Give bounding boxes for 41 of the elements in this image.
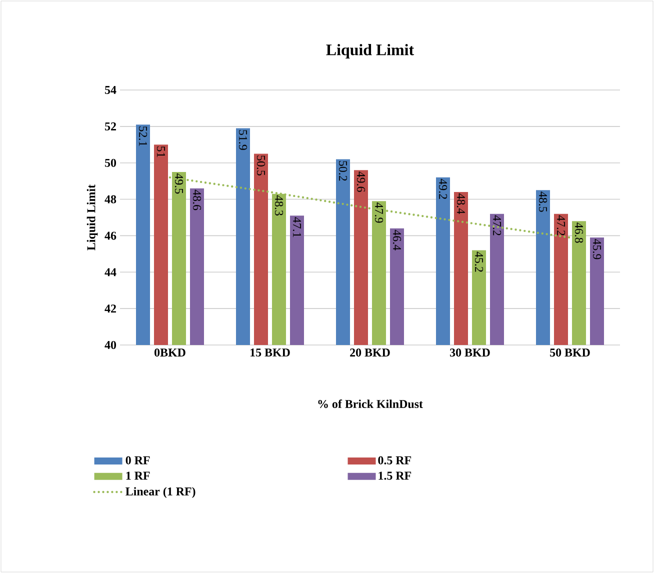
y-tick-label: 52 [105,122,116,130]
legend-label: 0 RF [126,456,150,464]
data-label: 47.1 [292,217,302,238]
y-tick-label: 48 [104,195,116,204]
data-label: 48.5 [538,192,548,212]
y-tick-label: 50 [105,158,116,167]
data-label: 49.5 [174,173,184,194]
data-label: 52.1 [138,126,148,146]
data-label: 47.9 [374,202,384,223]
data-label: 48.6 [192,190,202,210]
data-label: 45.2 [474,252,484,272]
data-label: 49.2 [438,178,448,199]
data-label: 48.3 [274,195,284,216]
legend-label: 1.5 RF [378,472,412,480]
legend-label: 0.5 RF [378,456,412,464]
legend-label: Linear (1 RF) [126,487,196,498]
data-label: 45.9 [592,238,602,260]
y-tick-label: 54 [105,86,116,94]
y-axis-title: Liquid Limit [86,184,98,250]
y-tick-label: 40 [104,340,116,350]
y-tick-label: 46 [104,232,116,240]
data-label: 47.2 [556,215,566,236]
y-tick-label: 44 [104,268,116,276]
legend-label: 1 RF [126,472,150,480]
data-label: 50.2 [338,161,348,181]
data-label: 50.5 [256,156,266,176]
x-tick-label: 0BKD [154,348,186,357]
chart-title: Liquid Limit [326,44,414,58]
data-label: 47.2 [492,215,502,236]
y-tick-label: 42 [104,304,116,313]
x-tick-label: 30 BKD [450,348,490,357]
x-tick-label: 20 BKD [350,348,390,357]
data-label: 48.4 [456,193,466,214]
x-tick-label: 50 BKD [550,348,590,357]
data-label: 49.6 [356,172,366,192]
data-label: 46.4 [392,230,402,250]
x-axis-title: % of Brick KilnDust [318,400,423,408]
x-tick-label: 15 BKD [250,348,290,357]
data-label: 51.9 [238,130,248,150]
data-label: 51 [157,146,166,158]
data-label: 46.8 [574,222,584,243]
